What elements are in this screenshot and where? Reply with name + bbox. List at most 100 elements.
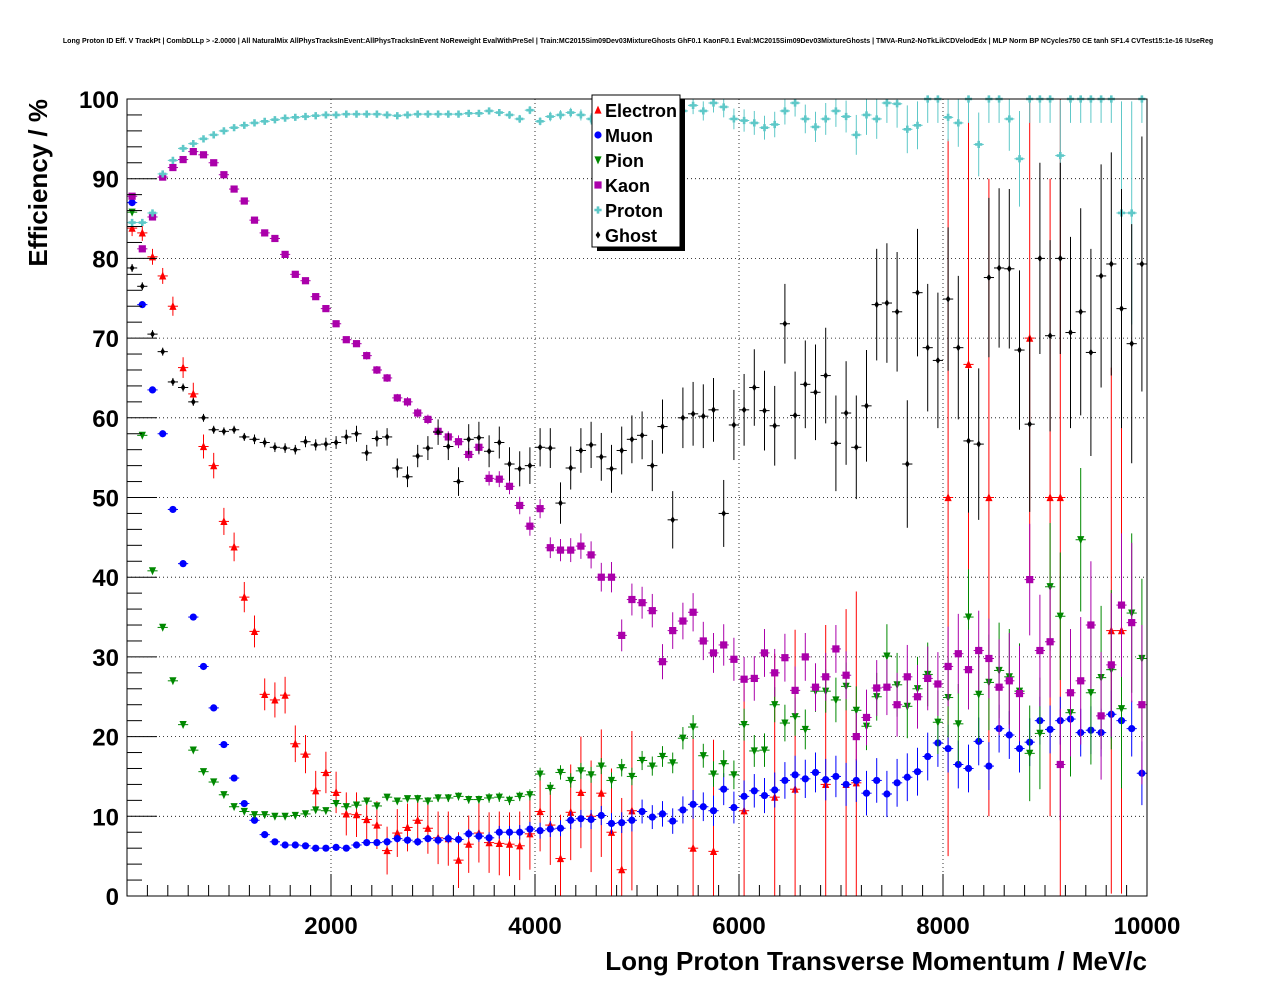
data-point-muon [1046, 725, 1054, 734]
data-point-ghost [762, 407, 767, 415]
data-point-kaon [781, 654, 789, 662]
data-point-pion [169, 677, 177, 686]
data-point-muon [148, 386, 157, 394]
data-point-muon [679, 806, 687, 814]
data-point-proton [781, 107, 789, 115]
data-point-pion [230, 803, 238, 812]
data-point-ghost [945, 295, 951, 303]
data-point-ghost [221, 427, 227, 435]
data-point-pion [312, 806, 320, 815]
data-point-electron [495, 838, 503, 847]
data-point-electron [363, 815, 371, 824]
data-point-kaon [1015, 689, 1024, 698]
data-point-muon [954, 760, 962, 769]
data-point-pion [414, 795, 422, 804]
data-point-kaon [648, 607, 656, 615]
data-point-pion [159, 623, 167, 632]
legend-marker-pion [594, 156, 602, 165]
data-point-proton [434, 110, 442, 118]
data-point-ghost [1119, 305, 1124, 313]
data-point-proton [454, 110, 463, 118]
data-point-ghost [272, 443, 278, 451]
data-point-ghost [1057, 254, 1063, 262]
legend-marker-muon [594, 131, 602, 139]
data-point-proton [169, 156, 177, 164]
data-point-pion [342, 803, 350, 812]
data-point-kaon [964, 666, 973, 674]
x-tick-label: 6000 [712, 913, 765, 940]
data-point-electron [342, 809, 350, 818]
data-point-electron [373, 820, 381, 829]
data-point-ghost [823, 371, 829, 380]
data-point-muon [363, 839, 371, 847]
data-point-pion [1026, 749, 1034, 758]
data-point-kaon [1005, 677, 1013, 685]
data-point-proton [281, 114, 289, 122]
data-point-electron [383, 846, 391, 855]
data-point-kaon [740, 675, 748, 683]
data-point-muon [852, 776, 860, 785]
data-point-pion [220, 791, 228, 800]
data-point-pion [771, 701, 779, 710]
data-point-muon [444, 835, 452, 843]
data-point-muon [210, 704, 218, 712]
data-point-muon [638, 807, 646, 816]
data-point-pion [720, 760, 728, 769]
data-point-pion [281, 812, 289, 821]
legend-item-muon: Muon [594, 126, 653, 146]
data-point-muon [842, 780, 850, 789]
data-point-proton [699, 107, 707, 115]
data-point-muon [312, 844, 320, 852]
data-point-ghost [394, 464, 400, 472]
data-point-muon [434, 836, 442, 844]
data-point-kaon [771, 669, 779, 677]
data-point-ghost [588, 441, 594, 449]
y-tick-label: 70 [92, 326, 119, 353]
data-point-kaon [220, 171, 228, 179]
data-point-proton [842, 112, 850, 121]
data-point-electron [1046, 493, 1054, 502]
data-point-proton [505, 111, 514, 119]
y-tick-label: 0 [106, 884, 119, 911]
data-point-kaon [352, 340, 361, 348]
data-point-proton [250, 119, 259, 127]
legend-item-kaon: Kaon [594, 176, 650, 196]
data-point-proton [750, 119, 758, 127]
data-point-muon [128, 199, 136, 207]
data-point-pion [189, 746, 197, 755]
data-point-kaon [556, 546, 565, 554]
data-point-pion [505, 796, 514, 805]
data-point-ghost [1037, 254, 1043, 262]
data-point-pion [352, 801, 361, 810]
data-point-kaon [128, 192, 136, 200]
data-point-pion [179, 721, 187, 730]
data-point-ghost [252, 435, 257, 443]
data-point-proton [383, 111, 391, 119]
data-point-pion [250, 811, 259, 820]
y-tick-label: 100 [79, 87, 119, 114]
data-point-muon [291, 841, 299, 849]
data-point-pion [465, 795, 473, 804]
data-point-muon [281, 841, 289, 849]
data-point-kaon [1056, 760, 1064, 769]
data-point-muon [648, 813, 656, 821]
data-point-pion [1087, 689, 1095, 698]
data-point-proton [760, 124, 769, 132]
data-point-proton [301, 112, 310, 121]
data-point-kaon [1087, 621, 1095, 629]
data-point-pion [638, 756, 646, 765]
data-point-proton [261, 117, 269, 125]
data-point-proton [893, 100, 901, 108]
data-point-muon [261, 831, 269, 839]
data-point-proton [771, 120, 779, 129]
data-point-kaon [1046, 638, 1054, 646]
data-point-proton [873, 115, 881, 123]
data-point-kaon [403, 398, 412, 406]
data-point-electron [230, 542, 238, 551]
data-point-ghost [649, 462, 655, 470]
x-tick-label: 10000 [1114, 913, 1181, 940]
data-point-muon [1015, 744, 1024, 753]
data-point-ghost [843, 409, 849, 417]
data-point-kaon [261, 229, 269, 237]
data-point-ghost [558, 499, 563, 507]
